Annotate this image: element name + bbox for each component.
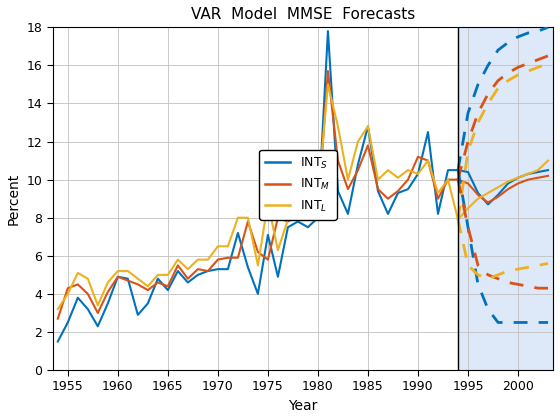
X-axis label: Year: Year: [288, 399, 318, 413]
Y-axis label: Percent: Percent: [7, 173, 21, 225]
Bar: [458, 27, 553, 370]
Title: VAR  Model  MMSE  Forecasts: VAR Model MMSE Forecasts: [191, 7, 415, 22]
Legend: INT$_S$, INT$_M$, INT$_L$: INT$_S$, INT$_M$, INT$_L$: [259, 150, 337, 220]
